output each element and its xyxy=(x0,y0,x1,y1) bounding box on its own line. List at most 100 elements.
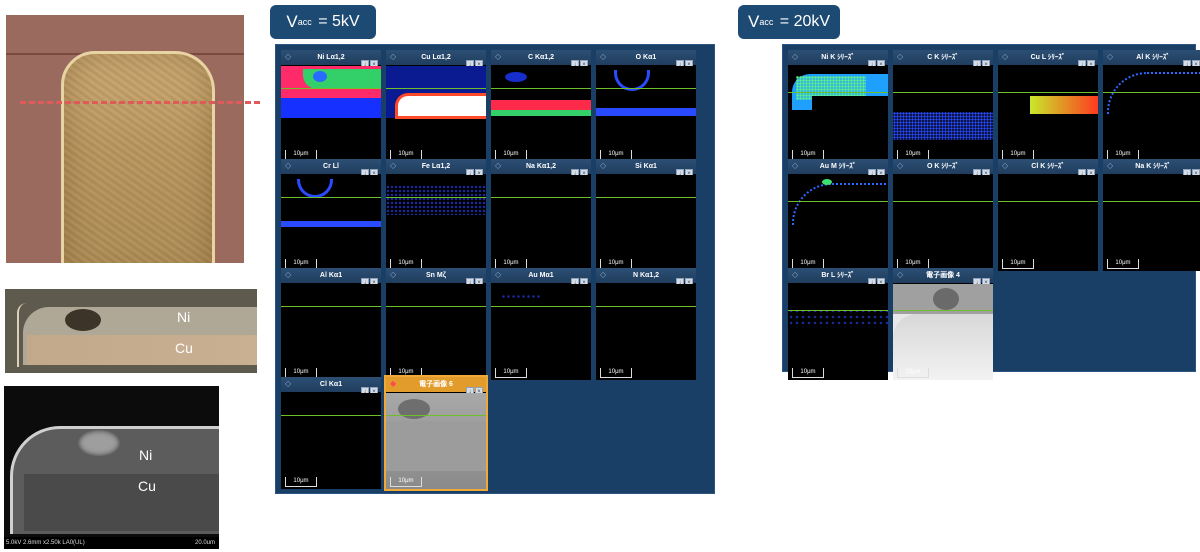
scale-bar: 10μm xyxy=(390,477,422,487)
map-tile[interactable]: Na Kα1,2 ◇ ↓ × 10μm xyxy=(491,159,591,271)
element-map-image xyxy=(893,284,993,380)
map-tile[interactable]: Al K ｼﾘｰｽﾞ ◇ ↓ × 10μm xyxy=(1103,50,1200,162)
line-scan-marker xyxy=(491,197,591,198)
ni-label: Ni xyxy=(177,309,191,325)
map-tile[interactable]: Cu Lα1,2 ◇ ↓ × 10μm xyxy=(386,50,486,162)
map-tile-title: Si Kα1 xyxy=(596,159,696,174)
sem-scale: 20.0um xyxy=(194,540,215,546)
map-tile[interactable]: Br L ｼﾘｰｽﾞ ◇ ↓ × 10μm xyxy=(788,268,888,380)
element-map-image xyxy=(1103,175,1200,271)
line-scan-marker xyxy=(281,88,381,89)
line-scan-marker xyxy=(998,201,1098,202)
eds-map-panel-5kv: Ni Lα1,2 ◇ ↓ × 10μm Cu Lα1,2 ◇ ↓ × 10μm C Kα1,2 ◇… xyxy=(275,44,715,494)
optical-cross-section-image: Ni Cu xyxy=(5,289,257,373)
layers-icon: ◇ xyxy=(600,270,607,279)
map-tile-title: Al K ｼﾘｰｽﾞ xyxy=(1103,50,1200,65)
layers-icon: ◇ xyxy=(600,161,607,170)
map-tile[interactable]: 電子画像 4 ◇ ↓ × 10μm xyxy=(893,268,993,380)
map-tile-title: Ni Lα1,2 xyxy=(281,50,381,65)
map-tile[interactable]: O Kα1 ◇ ↓ × 10μm xyxy=(596,50,696,162)
layers-icon: ◇ xyxy=(285,52,292,61)
map-tile[interactable]: C K ｼﾘｰｽﾞ ◇ ↓ × 10μm xyxy=(893,50,993,162)
layers-icon: ◇ xyxy=(285,270,292,279)
line-scan-marker xyxy=(893,92,993,93)
element-map-image xyxy=(1103,66,1200,162)
map-tile[interactable]: Ni K ｼﾘｰｽﾞ ◇ ↓ × 10μm xyxy=(788,50,888,162)
map-tile[interactable]: Al Kα1 ◇ ↓ × 10μm xyxy=(281,268,381,380)
layers-icon: ◇ xyxy=(1107,161,1114,170)
scale-bar: 10μm xyxy=(897,368,929,378)
layers-icon: ◇ xyxy=(792,161,799,170)
vacc-symbol: V xyxy=(286,12,298,31)
sem-cross-section-image: Ni Cu 5.0kV 2.6mm x2.50k LA0(UL) 20.0um xyxy=(4,386,219,549)
element-map-image xyxy=(788,175,888,271)
scale-bar: 10μm xyxy=(600,368,632,378)
map-tile[interactable]: Cl Kα1 ◇ ↓ × 10μm xyxy=(281,377,381,489)
cu-label: Cu xyxy=(175,340,193,356)
element-map-image xyxy=(386,393,486,489)
map-tile-title: N Kα1,2 xyxy=(596,268,696,283)
layers-icon: ◇ xyxy=(1002,52,1009,61)
line-scan-marker xyxy=(386,197,486,198)
line-scan-marker xyxy=(281,197,381,198)
element-map-image xyxy=(893,66,993,162)
scale-bar: 10μm xyxy=(792,368,824,378)
map-tile[interactable]: Si Kα1 ◇ ↓ × 10μm xyxy=(596,159,696,271)
cu-label: Cu xyxy=(138,478,156,494)
map-tile[interactable]: Cl K ｼﾘｰｽﾞ ◇ ↓ × 10μm xyxy=(998,159,1098,271)
map-tile[interactable]: Cr Ll ◇ ↓ × 10μm xyxy=(281,159,381,271)
element-map-image xyxy=(281,175,381,271)
map-tile[interactable]: Ni Lα1,2 ◇ ↓ × 10μm xyxy=(281,50,381,162)
ni-label: Ni xyxy=(139,447,153,463)
map-tile-title: Sn Mζ xyxy=(386,268,486,283)
map-tile-title: Au Mα1 xyxy=(491,268,591,283)
map-tile[interactable]: Au Mα1 ◇ ↓ × 10μm xyxy=(491,268,591,380)
element-map-image xyxy=(386,284,486,380)
sem-conditions: 5.0kV 2.6mm x2.50k LA0(UL) xyxy=(6,540,85,546)
element-map-image xyxy=(491,284,591,380)
layers-icon: ◇ xyxy=(285,379,292,388)
line-scan-marker xyxy=(893,310,993,311)
vacc-value: = 5kV xyxy=(313,13,360,30)
layers-icon: ◇ xyxy=(1002,161,1009,170)
layers-icon: ◇ xyxy=(495,161,502,170)
layers-icon: ◇ xyxy=(897,52,904,61)
element-map-image xyxy=(998,66,1098,162)
void-defect xyxy=(78,430,120,456)
element-map-image xyxy=(281,284,381,380)
line-scan-marker xyxy=(998,92,1098,93)
map-tile[interactable]: Cu L ｼﾘｰｽﾞ ◇ ↓ × 10μm xyxy=(998,50,1098,162)
map-tile-title: Cu L ｼﾘｰｽﾞ xyxy=(998,50,1098,65)
element-map-image xyxy=(788,66,888,162)
line-scan-marker xyxy=(596,306,696,307)
element-map-image xyxy=(386,175,486,271)
map-tile[interactable]: Na K ｼﾘｰｽﾞ ◇ ↓ × 10μm xyxy=(1103,159,1200,271)
map-tile-title: Na Kα1,2 xyxy=(491,159,591,174)
line-scan-marker xyxy=(281,415,381,416)
map-tile[interactable]: Au M ｼﾘｰｽﾞ ◇ ↓ × 10μm xyxy=(788,159,888,271)
map-tile-title: 電子画像 6 xyxy=(386,377,486,392)
element-map-image xyxy=(491,66,591,162)
cu-layer xyxy=(27,335,257,365)
layers-icon: ◇ xyxy=(792,52,799,61)
scale-bar: 10μm xyxy=(1107,259,1139,269)
map-tile[interactable]: 電子画像 6 ◆ ↓ × 10μm xyxy=(384,375,488,491)
line-scan-marker xyxy=(281,306,381,307)
element-map-image xyxy=(893,175,993,271)
vacc-subscript: acc xyxy=(297,17,312,27)
map-tile[interactable]: Sn Mζ ◇ ↓ × 10μm xyxy=(386,268,486,380)
map-tile-title: Ni K ｼﾘｰｽﾞ xyxy=(788,50,888,65)
element-map-image xyxy=(281,393,381,489)
layers-icon: ◇ xyxy=(390,161,397,170)
map-tile[interactable]: C Kα1,2 ◇ ↓ × 10μm xyxy=(491,50,591,162)
map-tile[interactable]: Fe Lα1,2 ◇ ↓ × 10μm xyxy=(386,159,486,271)
scale-bar: 10μm xyxy=(285,477,317,487)
layers-icon: ◇ xyxy=(495,270,502,279)
map-tile-title: O Kα1 xyxy=(596,50,696,65)
scale-bar: 10μm xyxy=(495,368,527,378)
map-tile[interactable]: O K ｼﾘｰｽﾞ ◇ ↓ × 10μm xyxy=(893,159,993,271)
map-tile[interactable]: N Kα1,2 ◇ ↓ × 10μm xyxy=(596,268,696,380)
cross-section-cut-line xyxy=(20,101,260,104)
sem-data-bar: 5.0kV 2.6mm x2.50k LA0(UL) 20.0um xyxy=(4,537,219,549)
element-map-image xyxy=(386,66,486,162)
